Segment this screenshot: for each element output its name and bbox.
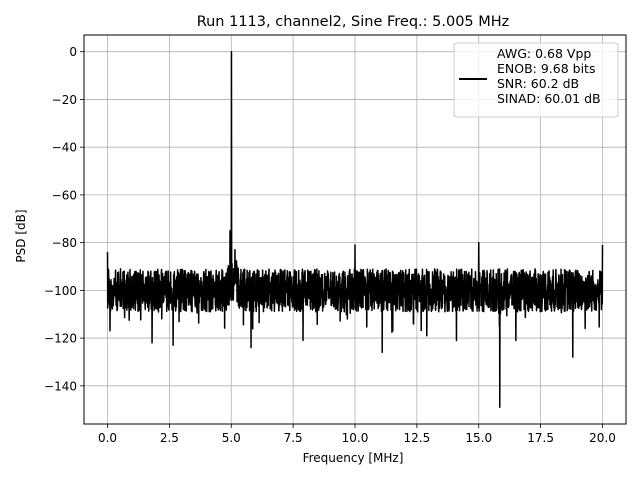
x-tick-label: 12.5 <box>404 431 431 445</box>
x-tick-label: 5.0 <box>222 431 241 445</box>
x-tick-label: 2.5 <box>160 431 179 445</box>
x-axis-ticks: 0.0 2.5 5.0 7.5 10.0 12.5 15.0 17.5 20.0 <box>98 424 616 445</box>
y-tick-label: −80 <box>52 236 77 250</box>
x-tick-label: 20.0 <box>589 431 616 445</box>
y-tick-label: −60 <box>52 188 77 202</box>
y-tick-label: −100 <box>44 284 77 298</box>
legend-entry-line: AWG: 0.68 Vpp <box>497 46 591 61</box>
x-tick-label: 0.0 <box>98 431 117 445</box>
y-axis-label: PSD [dB] <box>14 209 28 262</box>
y-tick-label: 0 <box>69 45 77 59</box>
y-tick-label: −120 <box>44 332 77 346</box>
legend-entry-line: SNR: 60.2 dB <box>497 76 579 91</box>
series-group <box>106 50 604 409</box>
y-tick-label: −40 <box>52 141 77 155</box>
x-tick-label: 15.0 <box>465 431 492 445</box>
x-tick-label: 7.5 <box>284 431 303 445</box>
legend-box <box>453 42 619 118</box>
legend-entry-line: SINAD: 60.01 dB <box>497 91 601 106</box>
x-tick-label: 10.0 <box>342 431 369 445</box>
x-tick-label: 17.5 <box>527 431 554 445</box>
y-tick-label: −140 <box>44 379 77 393</box>
x-axis-label: Frequency [MHz] <box>303 451 404 465</box>
chart-title: Run 1113, channel2, Sine Freq.: 5.005 MH… <box>197 14 510 30</box>
legend-entry-line: ENOB: 9.68 bits <box>497 61 595 76</box>
psd-series-line <box>106 50 604 409</box>
y-axis-ticks: 0 −20 −40 −60 −80 −100 −120 −140 <box>44 45 84 393</box>
y-tick-label: −20 <box>52 93 77 107</box>
